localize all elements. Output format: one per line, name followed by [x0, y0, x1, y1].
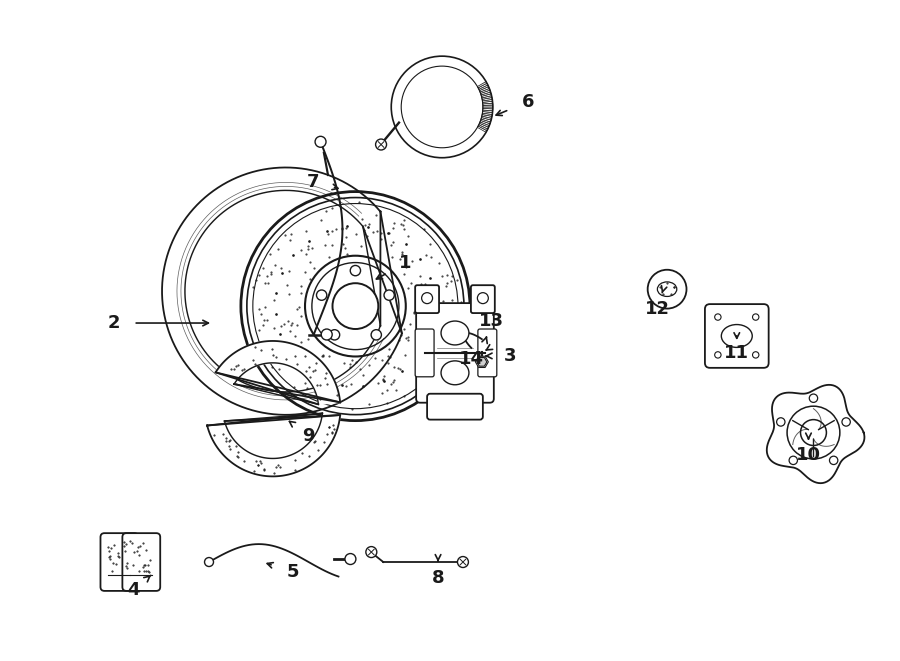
- Polygon shape: [482, 94, 491, 98]
- Polygon shape: [482, 107, 493, 109]
- Circle shape: [648, 270, 687, 309]
- Circle shape: [421, 293, 433, 303]
- Polygon shape: [482, 105, 493, 107]
- FancyBboxPatch shape: [705, 304, 769, 368]
- FancyBboxPatch shape: [415, 285, 439, 313]
- Text: 12: 12: [644, 300, 670, 318]
- Circle shape: [384, 290, 394, 300]
- Polygon shape: [479, 85, 489, 91]
- Circle shape: [329, 330, 339, 340]
- Text: 13: 13: [480, 312, 504, 330]
- Polygon shape: [482, 113, 492, 116]
- Polygon shape: [216, 341, 340, 405]
- Text: 1: 1: [399, 254, 411, 272]
- Polygon shape: [475, 356, 489, 368]
- Circle shape: [477, 293, 489, 303]
- Circle shape: [715, 352, 721, 358]
- Circle shape: [809, 394, 817, 403]
- Polygon shape: [482, 101, 492, 104]
- Polygon shape: [482, 116, 491, 120]
- Polygon shape: [481, 90, 491, 95]
- Polygon shape: [482, 99, 492, 102]
- Circle shape: [204, 557, 213, 566]
- Circle shape: [752, 352, 759, 358]
- Circle shape: [752, 314, 759, 320]
- FancyBboxPatch shape: [101, 533, 139, 591]
- Polygon shape: [480, 120, 490, 126]
- Text: 8: 8: [432, 569, 445, 587]
- Circle shape: [371, 330, 382, 340]
- Polygon shape: [478, 125, 488, 131]
- Polygon shape: [477, 81, 487, 88]
- Circle shape: [777, 418, 785, 426]
- FancyBboxPatch shape: [428, 394, 483, 420]
- Circle shape: [457, 557, 468, 568]
- Polygon shape: [480, 87, 490, 92]
- Circle shape: [375, 139, 386, 150]
- Polygon shape: [482, 112, 492, 114]
- Circle shape: [317, 290, 327, 300]
- Circle shape: [366, 547, 377, 557]
- Circle shape: [789, 456, 797, 465]
- Polygon shape: [482, 96, 492, 99]
- Polygon shape: [162, 167, 402, 415]
- Circle shape: [241, 192, 470, 420]
- Ellipse shape: [441, 321, 469, 345]
- Circle shape: [800, 420, 826, 446]
- FancyBboxPatch shape: [471, 285, 495, 313]
- Text: 4: 4: [127, 581, 140, 599]
- Polygon shape: [481, 119, 491, 124]
- Circle shape: [315, 136, 326, 147]
- Circle shape: [321, 329, 332, 340]
- Text: 2: 2: [107, 314, 120, 332]
- Polygon shape: [481, 118, 491, 122]
- Circle shape: [830, 456, 838, 465]
- FancyBboxPatch shape: [415, 329, 434, 377]
- Polygon shape: [480, 89, 490, 93]
- Polygon shape: [478, 83, 488, 89]
- Text: 10: 10: [796, 446, 821, 465]
- FancyBboxPatch shape: [122, 533, 160, 591]
- Text: 14: 14: [459, 350, 484, 368]
- Circle shape: [788, 406, 840, 459]
- Text: 6: 6: [521, 93, 534, 111]
- Circle shape: [842, 418, 850, 426]
- Polygon shape: [477, 126, 487, 132]
- Polygon shape: [479, 123, 489, 129]
- Circle shape: [715, 314, 721, 320]
- FancyBboxPatch shape: [416, 303, 494, 403]
- Polygon shape: [767, 385, 864, 483]
- Polygon shape: [482, 98, 492, 101]
- Polygon shape: [207, 413, 340, 477]
- Circle shape: [350, 266, 361, 276]
- Text: 11: 11: [724, 344, 750, 362]
- Circle shape: [345, 553, 356, 564]
- Ellipse shape: [441, 361, 469, 385]
- Polygon shape: [480, 122, 490, 128]
- Polygon shape: [482, 103, 493, 105]
- Text: 5: 5: [286, 563, 299, 581]
- Polygon shape: [482, 114, 492, 118]
- Polygon shape: [482, 108, 493, 111]
- Polygon shape: [481, 92, 491, 97]
- Text: 3: 3: [503, 347, 516, 365]
- Text: 7: 7: [306, 173, 319, 190]
- Polygon shape: [477, 358, 487, 366]
- Text: 9: 9: [302, 426, 315, 445]
- FancyBboxPatch shape: [478, 329, 497, 377]
- Polygon shape: [482, 110, 492, 112]
- Circle shape: [332, 283, 378, 329]
